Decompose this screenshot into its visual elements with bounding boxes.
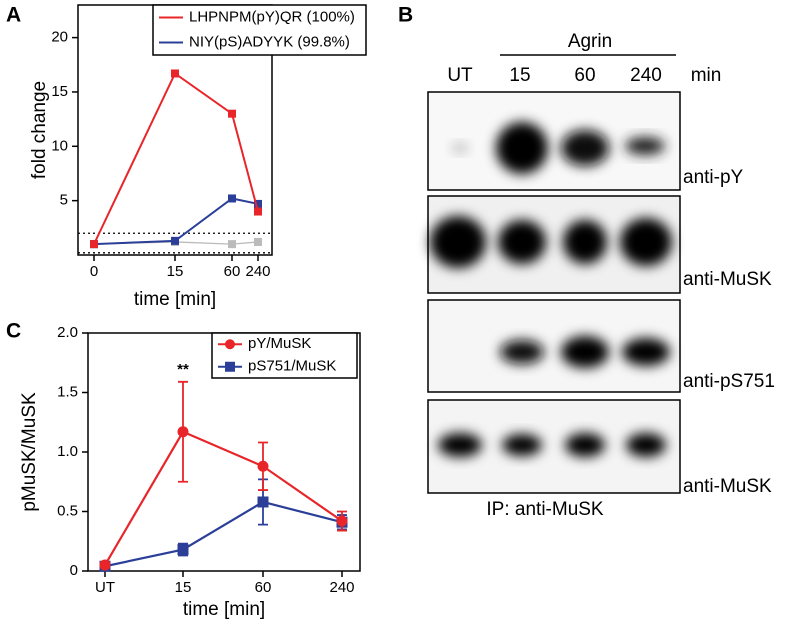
annotation: ** [177, 361, 189, 378]
x-tick-label: 15 [175, 579, 192, 596]
x-tick-label: 60 [224, 263, 241, 280]
data-point [336, 515, 348, 527]
data-point [177, 544, 189, 556]
x-tick-label: 60 [255, 579, 272, 596]
data-point [254, 237, 262, 246]
y-tick-label: 1.0 [57, 443, 78, 460]
series-line [93, 197, 259, 246]
legend-marker [225, 361, 235, 372]
chart: 5 10 15 20 0 15 60 240 time [min] fold change LHPN… [29, 4, 367, 310]
blot-row [427, 399, 681, 494]
row-label: anti-pY [683, 167, 744, 188]
group-label: Agrin [568, 31, 612, 52]
x-tick-label: UT [95, 579, 115, 596]
data-point [228, 194, 236, 203]
y-tick-label: 10 [51, 137, 68, 154]
blot-row [427, 195, 681, 294]
lane-label: 240 [630, 65, 662, 86]
data-point [228, 240, 236, 249]
y-tick-label: 0.5 [57, 502, 78, 519]
y-tick-label: 1.5 [57, 383, 78, 400]
series-line [104, 500, 343, 568]
lane-label: UT [447, 65, 473, 86]
panel-label: B [398, 4, 413, 27]
x-tick-label: 15 [167, 263, 184, 280]
data-point [257, 496, 269, 508]
data-point [99, 559, 111, 571]
data-point [171, 236, 179, 245]
blot-panel: Agrin UT 15 60 240 min [427, 31, 775, 520]
series-line [93, 71, 259, 245]
legend-label: pS751/MuSK [248, 358, 336, 375]
x-tick-label: 240 [329, 579, 354, 596]
y-tick-label: 5 [60, 192, 68, 209]
data-point [228, 109, 236, 118]
legend-marker [225, 339, 235, 350]
legend-label: pY/MuSK [248, 335, 311, 352]
data-point [254, 199, 262, 208]
panel-label: A [6, 4, 21, 27]
x-tick-label: 240 [245, 263, 270, 280]
y-tick-label: 0 [70, 562, 78, 579]
series-line [104, 430, 343, 566]
chart: 0 0.5 1.0 1.5 2.0 UT 15 60 240 time [min] pMuSK/Mu… [19, 324, 361, 620]
data-point [257, 460, 269, 472]
data-point [177, 426, 189, 438]
y-tick-label: 20 [51, 29, 68, 46]
y-tick-label: 15 [51, 83, 68, 100]
lane-label: 60 [574, 65, 595, 86]
y-tick-label: 2.0 [57, 324, 78, 341]
y-axis-label: pMuSK/MuSK [19, 392, 40, 512]
panel-label: C [6, 320, 21, 343]
blot-row [427, 299, 681, 393]
row-label: anti-MuSK [683, 476, 772, 497]
legend-label: NIY(pS)ADYYK (99.8%) [189, 33, 350, 50]
footer-label: IP: anti-MuSK [486, 499, 604, 520]
blot-row [427, 91, 681, 191]
legend-box [152, 4, 367, 56]
row-label: anti-pS751 [683, 371, 775, 392]
row-label: anti-MuSK [683, 269, 772, 290]
x-axis-label: time [min] [183, 599, 265, 620]
data-point [254, 207, 262, 216]
x-tick-label: 0 [90, 263, 98, 280]
lane-label: 15 [509, 65, 530, 86]
legend-label: LHPNPM(pY)QR (100%) [189, 8, 355, 25]
data-point [90, 240, 98, 249]
data-point [171, 69, 179, 78]
unit-label: min [691, 65, 722, 86]
y-axis-label: fold change [29, 81, 50, 179]
x-axis-label: time [min] [134, 289, 216, 310]
legend-box [211, 332, 358, 379]
